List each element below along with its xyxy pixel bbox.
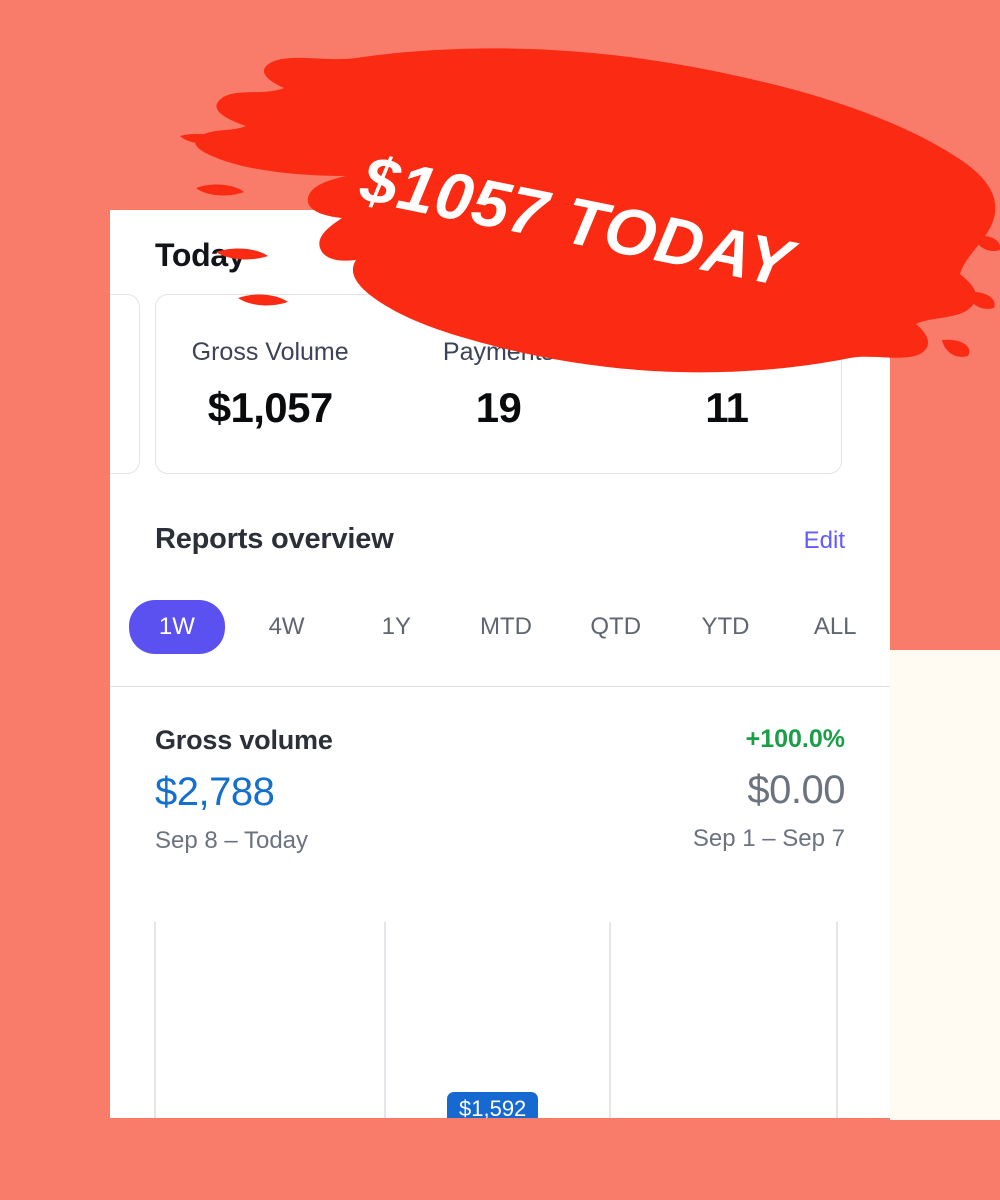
section-divider — [110, 686, 890, 687]
stat-value: 11 — [705, 383, 749, 431]
tab-mtd[interactable]: MTD — [480, 613, 532, 640]
tab-ytd[interactable]: YTD — [701, 613, 750, 640]
stat-label: Gross Volume — [191, 337, 349, 366]
stat-value: $1,057 — [207, 383, 333, 431]
tab-4w[interactable]: 4W — [268, 613, 305, 640]
stat-payments[interactable]: Payments 19 — [384, 337, 612, 431]
secondary-panel — [890, 650, 1000, 1120]
stat-gross-volume[interactable]: Gross Volume $1,057 — [156, 337, 384, 431]
tab-1w[interactable]: 1W — [128, 600, 225, 654]
tab-1y[interactable]: 1Y — [381, 613, 411, 640]
gross-volume-chart[interactable]: $1,592 $0.00 — [110, 900, 890, 1118]
reports-overview-title: Reports overview — [155, 523, 394, 555]
today-stats-card: Gross Volume $1,057 Payments 19 Customer… — [155, 294, 842, 474]
gross-volume-current: Gross volume $2,788 Sep 8 – Today — [155, 725, 333, 853]
gross-volume-amount: $2,788 — [155, 770, 275, 815]
tab-wrap-1w: 1W — [122, 600, 232, 654]
gross-volume-compare-range: Sep 1 – Sep 7 — [692, 824, 845, 852]
stat-customers[interactable]: Customers 11 — [613, 337, 841, 431]
gross-volume-delta: +100.0% — [745, 725, 845, 753]
gross-volume-summary: Gross volume $2,788 Sep 8 – Today +100.0… — [155, 725, 846, 853]
tab-qtd[interactable]: QTD — [590, 613, 642, 640]
stat-label: Payments — [442, 337, 555, 366]
edit-link[interactable]: Edit — [803, 527, 845, 554]
tab-all[interactable]: ALL — [813, 613, 857, 640]
dashboard-card: Today Gross Volume $1,057 Payments 19 Cu… — [110, 210, 890, 1118]
chart-gridlines — [154, 922, 838, 1118]
gross-volume-range: Sep 8 – Today — [155, 827, 309, 855]
gross-volume-compare-amount: $0.00 — [747, 767, 845, 812]
carousel-peek-card[interactable] — [110, 294, 140, 474]
stat-label: Customers — [666, 337, 788, 366]
chart-peak-label: $1,592 — [447, 1092, 539, 1118]
chart-svg — [154, 922, 838, 1118]
reports-overview-header: Reports overview Edit — [155, 523, 845, 556]
period-tabs: 1W 4W 1Y MTD QTD YTD ALL — [122, 600, 890, 654]
stat-value: 19 — [475, 383, 522, 431]
gross-volume-comparison: +100.0% $0.00 Sep 1 – Sep 7 — [692, 725, 846, 853]
gross-volume-label: Gross volume — [155, 725, 333, 755]
page-title: Today — [155, 237, 246, 273]
